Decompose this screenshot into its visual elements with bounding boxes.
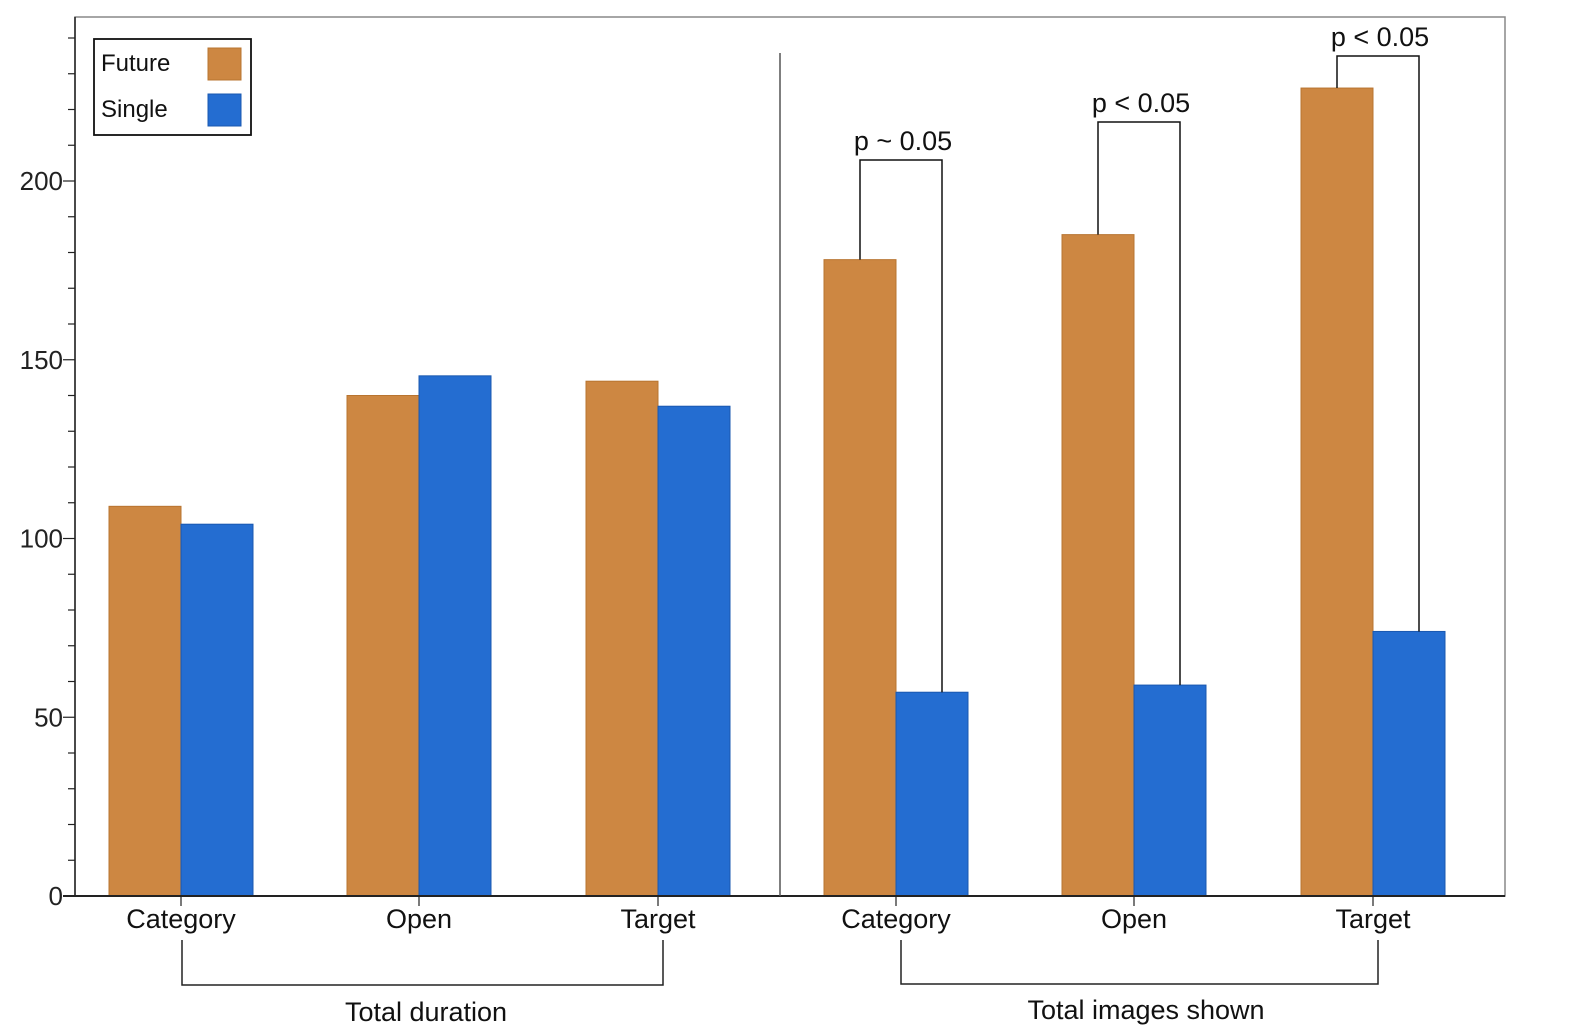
sig-bracket-4 <box>1097 121 1181 686</box>
significance-layer: p ~ 0.05 p < 0.05 p < 0.05 <box>854 22 1429 693</box>
y-tick-label-150: 150 <box>20 345 63 375</box>
sig-bracket-3 <box>859 159 943 693</box>
sig-label-3: p ~ 0.05 <box>854 126 952 156</box>
legend-swatch-future <box>207 47 242 81</box>
axes-layer <box>63 16 1506 986</box>
y-tick-label-50: 50 <box>34 702 63 732</box>
legend-label-future: Future <box>101 50 170 77</box>
plot-frame <box>74 16 1506 897</box>
x-tick-label-1: Open <box>386 904 452 934</box>
bar-future-0 <box>108 505 182 897</box>
x-tick-label-4: Open <box>1101 904 1167 934</box>
bar-future-3 <box>823 259 897 897</box>
sig-label-4: p < 0.05 <box>1092 88 1190 118</box>
bar-single-2 <box>657 405 731 897</box>
group-label-1: Total images shown <box>1027 995 1264 1025</box>
sig-bracket-5 <box>1336 55 1420 632</box>
x-tick-label-3: Category <box>841 904 951 934</box>
group-bracket-1 <box>900 940 1379 985</box>
x-tick-label-0: Category <box>126 904 236 934</box>
bar-single-3 <box>895 691 969 897</box>
bar-future-1 <box>346 395 420 897</box>
bar-future-2 <box>585 380 659 897</box>
legend-swatch-single <box>207 93 242 127</box>
y-tick-label-200: 200 <box>20 166 63 196</box>
y-tick-label-100: 100 <box>20 524 63 554</box>
bar-single-1 <box>418 375 492 897</box>
sig-label-5: p < 0.05 <box>1331 22 1429 52</box>
group-bracket-0 <box>181 940 664 986</box>
bar-future-4 <box>1061 234 1135 897</box>
labels-layer: 0 50 100 150 200 Category Open Target Category Op… <box>20 166 1411 1027</box>
legend: Future Single <box>93 38 252 136</box>
y-tick-label-0: 0 <box>49 881 63 911</box>
bar-single-4 <box>1133 684 1207 897</box>
bars-layer <box>108 87 1446 897</box>
bar-single-0 <box>180 523 254 897</box>
x-tick-label-2: Target <box>620 904 696 934</box>
bar-future-5 <box>1300 87 1374 897</box>
x-tick-label-5: Target <box>1335 904 1411 934</box>
legend-label-single: Single <box>101 96 168 123</box>
group-label-0: Total duration <box>345 997 507 1027</box>
bar-single-5 <box>1372 630 1446 897</box>
